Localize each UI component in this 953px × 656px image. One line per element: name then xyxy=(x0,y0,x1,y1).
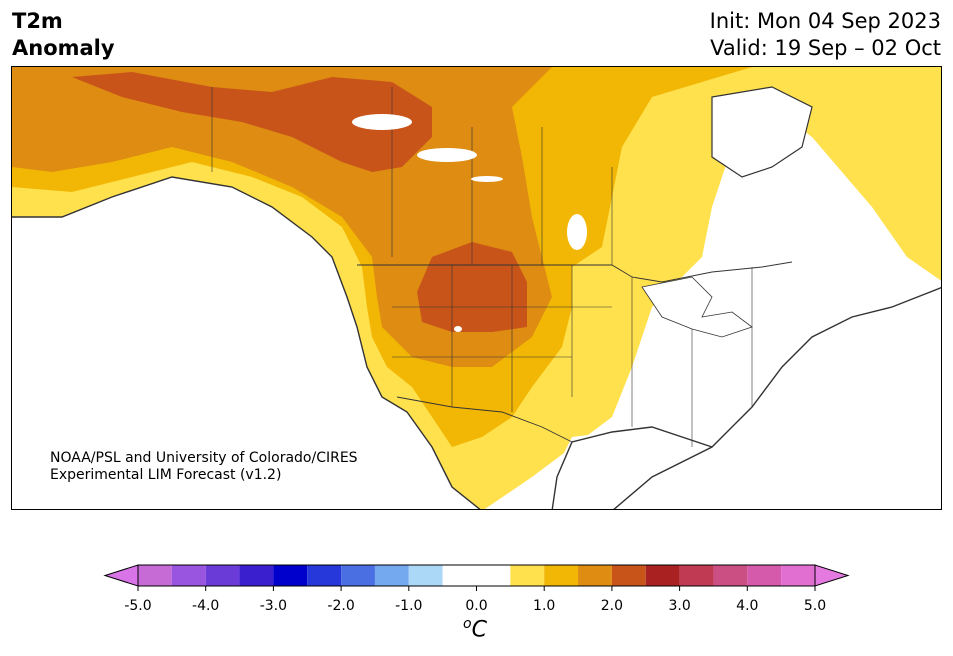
colorbar-tick-label: 1.0 xyxy=(533,598,556,614)
colorbar-under-arrow xyxy=(103,564,139,587)
colorbar-bin xyxy=(171,565,206,586)
colorbar-bin xyxy=(510,565,545,586)
unit-superscript: o xyxy=(463,616,472,632)
gulf-of-mexico xyxy=(552,427,732,509)
credit-line2: Experimental LIM Forecast (v1.2) xyxy=(50,467,282,483)
colorbar-over-arrow xyxy=(814,564,850,587)
great-bear-lake xyxy=(352,114,412,130)
great-slave-lake xyxy=(417,148,477,162)
anomaly-band-2-2_5-plains xyxy=(417,242,527,332)
colorbar-tick-label: -4.0 xyxy=(192,598,220,614)
colorbar-tick-label: -2.0 xyxy=(327,598,355,614)
atlantic-ocean xyxy=(614,287,941,509)
map-canvas xyxy=(12,67,941,509)
colorbar-bin xyxy=(578,565,612,586)
colorbar-bin xyxy=(781,565,815,586)
map-title-line1: T2m xyxy=(12,9,63,33)
lake-winnipeg xyxy=(567,214,587,250)
colorbar-bin xyxy=(408,565,443,586)
colorbar xyxy=(103,564,850,591)
colorbar-tick-label: 4.0 xyxy=(736,598,759,614)
anomaly-map: NOAA/PSL and University of Colorado/CIRE… xyxy=(11,66,942,510)
great-salt-lake xyxy=(454,326,462,332)
map-title-line2: Anomaly xyxy=(12,36,115,60)
colorbar-bin xyxy=(713,565,748,586)
colorbar-bin xyxy=(205,565,240,586)
colorbar-bin xyxy=(138,565,172,586)
colorbar-tick-label: 0.0 xyxy=(465,598,488,614)
colorbar-bin xyxy=(611,565,646,586)
colorbar-bin xyxy=(747,565,782,586)
hudson-bay xyxy=(712,87,812,177)
colorbar-bin xyxy=(442,565,511,586)
gulf-coastline xyxy=(551,426,713,509)
init-date: Init: Mon 04 Sep 2023 xyxy=(709,9,941,33)
great-lakes xyxy=(641,276,753,338)
colorbar-tick-label: 2.0 xyxy=(600,598,624,614)
map-credit: NOAA/PSL and University of Colorado/CIRE… xyxy=(50,450,358,484)
colorbar-tick-label: 3.0 xyxy=(668,598,691,614)
hudson-bay-coastline xyxy=(711,86,813,178)
colorbar-bin xyxy=(679,565,714,586)
lake-athabasca xyxy=(471,176,503,182)
colorbar-bin xyxy=(645,565,680,586)
province-state-lines xyxy=(211,87,753,447)
colorbar-bin xyxy=(544,565,579,586)
anomaly-band-2-2_5-north xyxy=(72,72,432,172)
west-coastline xyxy=(12,176,481,509)
colorbar-bin xyxy=(307,565,342,586)
valid-dates: Valid: 19 Sep – 02 Oct xyxy=(710,36,941,60)
colorbar-bin xyxy=(239,565,274,586)
colorbar-tick-label: -1.0 xyxy=(395,598,423,614)
colorbar-tick-label: 5.0 xyxy=(803,598,827,614)
colorbar-segments xyxy=(103,564,850,591)
credit-line1: NOAA/PSL and University of Colorado/CIRE… xyxy=(50,450,358,466)
colorbar-bin xyxy=(273,565,308,586)
pacific-ocean xyxy=(12,232,431,509)
map-title: T2m Anomaly xyxy=(12,8,115,62)
colorbar-unit: oC xyxy=(463,616,487,642)
colorbar-bin xyxy=(374,565,409,586)
colorbar-tick-label: -5.0 xyxy=(124,598,152,614)
forecast-dates: Init: Mon 04 Sep 2023 Valid: 19 Sep – 02… xyxy=(710,8,941,62)
unit-letter: C xyxy=(471,617,487,643)
colorbar-bin xyxy=(341,565,375,586)
us-mexico-border xyxy=(396,396,573,443)
colorbar-tick-label: -3.0 xyxy=(259,598,288,614)
